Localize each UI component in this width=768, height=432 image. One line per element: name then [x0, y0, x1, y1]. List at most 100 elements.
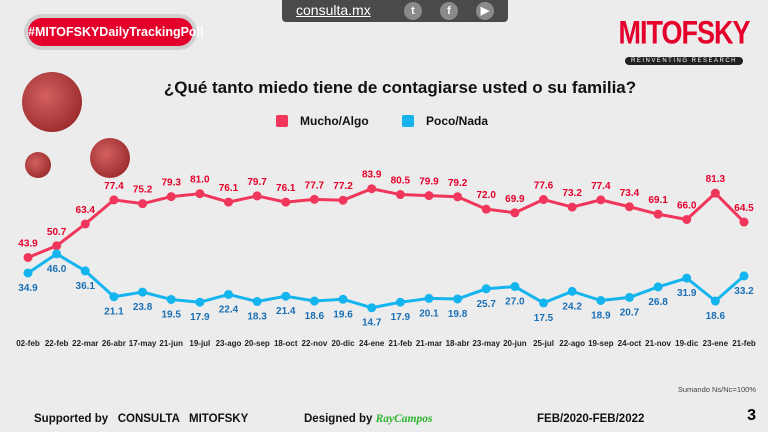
data-label: 22.4 [219, 304, 239, 315]
supported-by: Supported by CONSULTA MITOFSKY [34, 413, 249, 425]
data-label: 14.7 [362, 318, 382, 329]
youtube-icon[interactable]: ▶ [476, 2, 494, 20]
data-label: 79.9 [419, 177, 439, 188]
data-label: 69.9 [505, 194, 525, 205]
data-label: 46.0 [47, 264, 67, 275]
data-label: 77.2 [333, 181, 353, 192]
data-label: 63.4 [76, 205, 96, 216]
data-label: 17.5 [534, 313, 554, 324]
data-point [567, 202, 577, 212]
data-point [138, 199, 148, 209]
data-label: 21.1 [104, 307, 124, 318]
x-tick-label: 26-abr [102, 339, 126, 348]
legend-swatch [402, 115, 414, 127]
data-point [23, 268, 33, 278]
logo-text: MITOFSKY [618, 14, 750, 51]
x-tick-label: 24-ene [359, 339, 385, 348]
data-label: 81.3 [706, 174, 726, 185]
data-label: 17.9 [190, 312, 210, 323]
data-label: 36.1 [76, 281, 96, 292]
twitter-icon[interactable]: t [404, 2, 422, 20]
data-label: 77.4 [104, 181, 124, 192]
data-label: 83.9 [362, 170, 382, 181]
data-label: 19.8 [448, 309, 468, 320]
series-line-1 [27, 252, 745, 310]
data-point [710, 296, 720, 306]
data-point [739, 217, 749, 227]
data-point [481, 204, 491, 214]
data-point [109, 292, 119, 302]
data-point [596, 295, 606, 305]
mitofsky-logo: MITOFSKY REINVENTING RESEARCH [614, 14, 754, 67]
x-tick-label: 17-may [129, 339, 157, 348]
data-label: 19.6 [333, 309, 353, 320]
data-point [338, 195, 348, 205]
data-label: 81.0 [190, 175, 210, 186]
data-point [367, 184, 377, 194]
data-label: 72.0 [477, 190, 497, 201]
data-point [367, 303, 377, 313]
data-point [80, 266, 90, 276]
data-label: 31.9 [677, 288, 697, 299]
x-tick-label: 22-feb [45, 339, 69, 348]
data-point [252, 191, 262, 201]
data-point [23, 252, 33, 262]
site-link[interactable]: consulta.mx [296, 2, 371, 18]
data-point [682, 273, 692, 283]
chart-title: ¿Qué tanto miedo tiene de contagiarse us… [163, 78, 637, 97]
data-point [453, 192, 463, 202]
data-point [624, 202, 634, 212]
data-label: 73.4 [620, 188, 640, 199]
data-label: 43.9 [18, 238, 38, 249]
data-point [281, 197, 291, 207]
data-point [281, 291, 291, 301]
data-label: 76.1 [219, 183, 239, 194]
virus-image [90, 138, 130, 178]
data-point [138, 287, 148, 297]
x-tick-label: 24-oct [618, 339, 642, 348]
data-label: 77.4 [591, 181, 611, 192]
x-tick-label: 19-sep [588, 339, 613, 348]
designed-by: Designed by RayCampos [304, 413, 432, 425]
x-tick-label: 18-abr [446, 339, 470, 348]
x-tick-label: 21-feb [389, 339, 413, 348]
page-number: 3 [747, 407, 756, 424]
data-point [567, 286, 577, 296]
data-label: 77.6 [534, 181, 554, 192]
data-point [395, 297, 405, 307]
x-tick-label: 19-jul [189, 339, 210, 348]
x-tick-label: 02-feb [16, 339, 40, 348]
data-point [481, 284, 491, 294]
designer-signature: RayCampos [375, 413, 433, 425]
legend-label: Mucho/Algo [300, 114, 369, 128]
series-line-0 [27, 187, 746, 259]
data-point [223, 197, 233, 207]
data-label: 80.5 [391, 176, 411, 187]
data-point [682, 214, 692, 224]
designed-by-label: Designed by [304, 413, 373, 425]
data-label: 25.7 [477, 299, 497, 310]
legend-mucho-algo: Mucho/Algo [276, 114, 369, 128]
data-label: 33.2 [734, 286, 754, 297]
x-tick-label: 19-dic [675, 339, 699, 348]
x-tick-label: 21-jun [159, 339, 183, 348]
data-label: 75.2 [133, 185, 153, 196]
data-point [453, 294, 463, 304]
data-label: 20.7 [620, 307, 640, 318]
data-label: 34.9 [18, 283, 38, 294]
x-tick-label: 23-ago [216, 339, 242, 348]
data-label: 50.7 [47, 227, 67, 238]
data-label: 19.5 [161, 309, 181, 320]
data-point [195, 189, 205, 199]
x-tick-label: 18-oct [274, 339, 298, 348]
data-point [624, 292, 634, 302]
hashtag-badge: #MITOFSKYDailyTrackingPoll [28, 18, 204, 46]
data-label: 17.9 [391, 312, 411, 323]
x-tick-label: 21-feb [732, 339, 756, 348]
data-point [653, 209, 663, 219]
data-label: 18.6 [706, 311, 726, 322]
data-point [710, 188, 720, 198]
data-point [338, 294, 348, 304]
facebook-icon[interactable]: f [440, 2, 458, 20]
